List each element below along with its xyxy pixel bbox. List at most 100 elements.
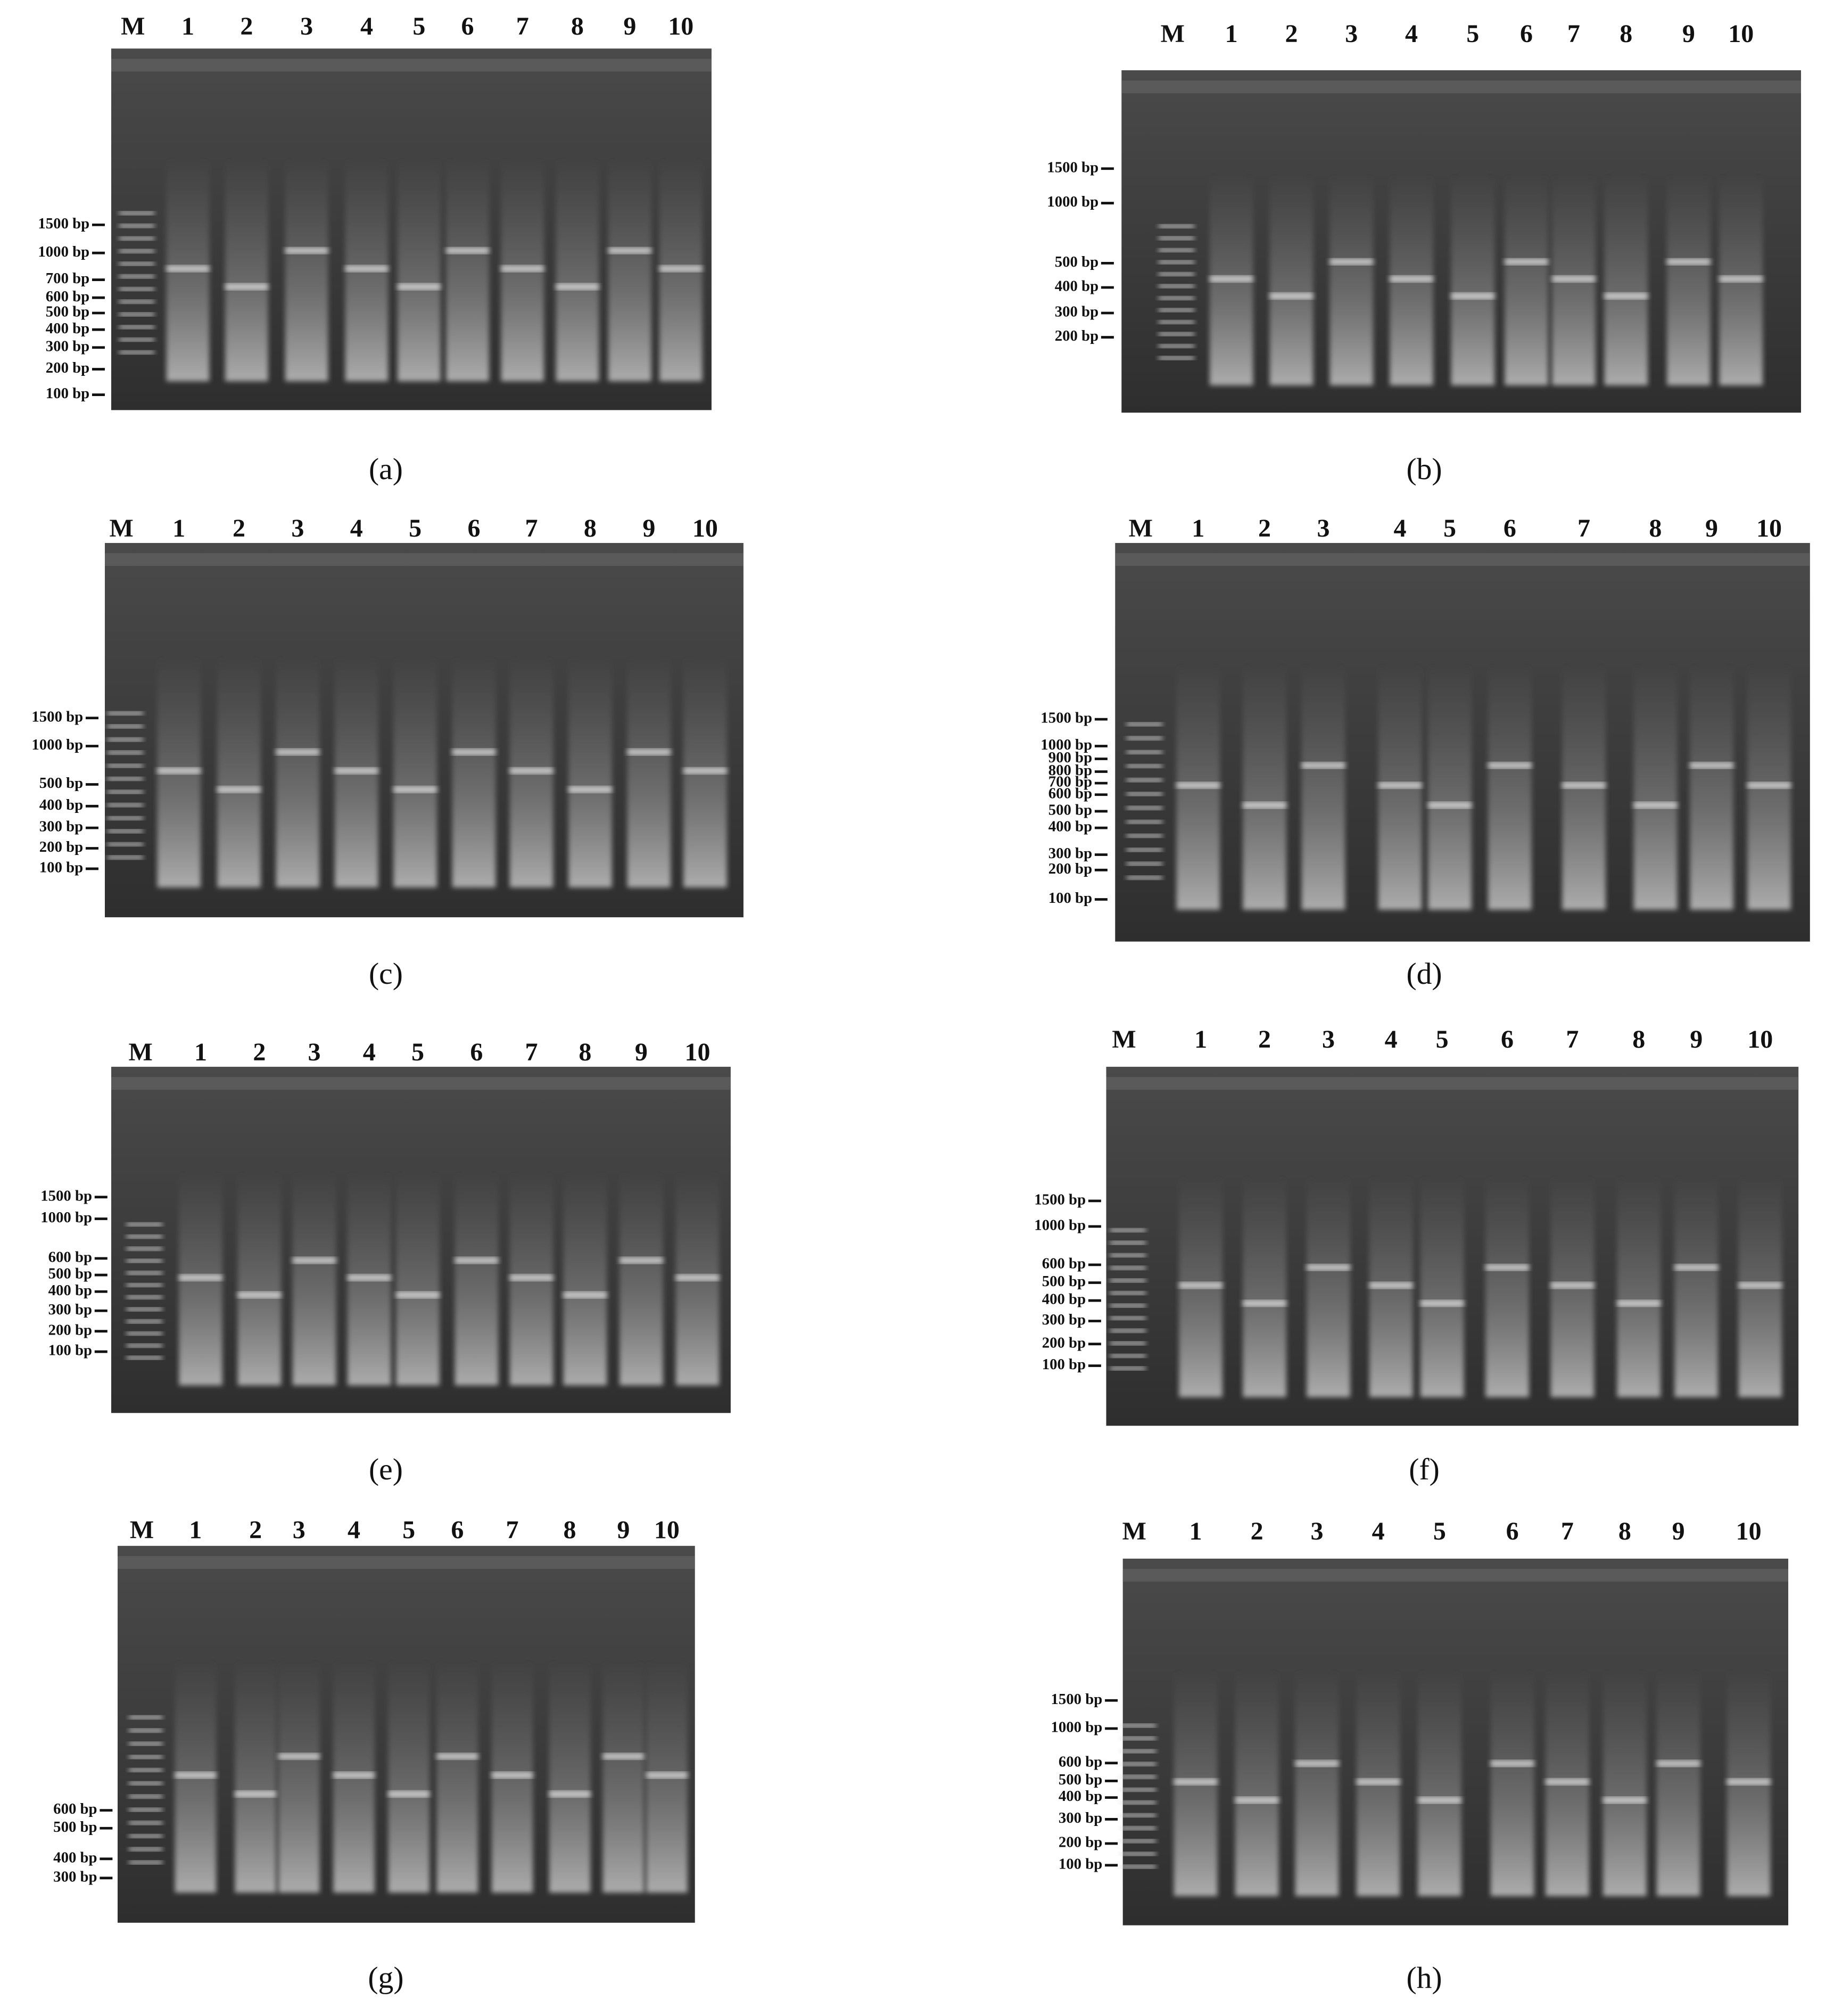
wells: [1122, 1569, 1789, 1582]
ladder-band: [1110, 1341, 1146, 1345]
lane-band: [292, 1257, 336, 1264]
lane-label: 10: [1728, 20, 1754, 48]
ladder-band: [1120, 1864, 1157, 1869]
gel-panel: M 1 2 3 4 5 6 7 8 9 10 1500 bp 1000 bp 500 bp 400 bp 30…: [31, 514, 744, 991]
ladder-band: [126, 1295, 162, 1299]
lane-smear: [1656, 1668, 1700, 1896]
lane-label: 4: [360, 12, 373, 40]
lane-smear: [237, 1171, 282, 1386]
lane-smear: [393, 655, 437, 887]
lane-label: 10: [1736, 1517, 1762, 1545]
lane-label: 1: [1194, 1025, 1207, 1054]
lane-label: 5: [1436, 1025, 1449, 1054]
lane-band: [602, 1753, 645, 1760]
ladder-band: [107, 790, 143, 794]
ladder-band: [1158, 356, 1195, 360]
marker-label: 600 bp: [48, 1248, 92, 1265]
lane-smear: [602, 1659, 645, 1893]
ladder-band: [1120, 1723, 1157, 1727]
marker-label: 200 bp: [1059, 1834, 1102, 1851]
lane-label: 6: [1504, 514, 1516, 542]
ladder-band: [107, 842, 143, 846]
ladder-band: [1126, 736, 1163, 740]
lane-band: [1269, 293, 1314, 300]
lane-label: 4: [363, 1038, 376, 1066]
lane-band: [1176, 782, 1220, 789]
wells: [104, 553, 744, 566]
ladder-band: [1158, 224, 1195, 228]
lane-label: 5: [1433, 1517, 1446, 1545]
lane-label: 6: [451, 1516, 464, 1544]
lane-label: 7: [1566, 1025, 1579, 1054]
lane-label: 6: [1506, 1517, 1519, 1545]
ladder-band: [1110, 1278, 1146, 1282]
lane-label: 9: [635, 1038, 648, 1066]
lane-band: [1550, 1282, 1595, 1289]
ladder-band: [126, 1258, 162, 1263]
marker-label: 200 bp: [1048, 860, 1092, 877]
lane-label: 2: [1258, 514, 1271, 542]
marker-label: 500 bp: [1055, 253, 1098, 270]
ladder-band: [107, 829, 143, 834]
ladder-band: [1158, 296, 1195, 300]
lane-label: 6: [1501, 1025, 1514, 1054]
ladder-band: [1110, 1253, 1146, 1257]
marker-label: 400 bp: [53, 1849, 97, 1866]
marker-label: 300 bp: [1059, 1809, 1102, 1826]
ladder-band: [1110, 1228, 1146, 1232]
marker-label: 1000 bp: [1051, 1719, 1103, 1736]
lane-band: [619, 1257, 663, 1264]
lane-band: [1243, 1300, 1286, 1307]
ladder-band: [107, 855, 143, 860]
ladder-band: [1126, 861, 1163, 866]
lane-label: 6: [461, 12, 474, 40]
lane-label: 3: [308, 1038, 321, 1066]
ladder-band: [107, 751, 143, 755]
marker-label: 1500 bp: [1051, 1691, 1103, 1708]
marker-label: 100 bp: [39, 859, 83, 876]
lane-band: [334, 767, 378, 774]
lane-band: [1667, 258, 1711, 265]
ladder-band: [1110, 1291, 1146, 1295]
ladder-band: [119, 312, 155, 317]
lane-band: [1390, 275, 1433, 282]
lane-band: [396, 1291, 440, 1298]
lane-label: 7: [1567, 20, 1580, 48]
ladder-band: [1158, 332, 1195, 336]
marker-label: 1000 bp: [38, 243, 89, 260]
marker-label: 1500 bp: [38, 215, 89, 232]
lane-smear: [1301, 662, 1345, 910]
panel-caption: (d): [1406, 957, 1442, 991]
lane-label: 4: [1393, 514, 1406, 542]
lane-smear: [1490, 1668, 1534, 1896]
lane-label: 5: [1466, 20, 1479, 48]
gel-panel: M 1 2 3 4 5 6 7 8 9 10 1500 bp 1000 bp 500 bp 400 bp 30…: [1047, 20, 1802, 486]
marker-label: 600 bp: [46, 288, 89, 305]
marker-label: 300 bp: [39, 818, 83, 835]
marker-label: 700 bp: [1048, 774, 1092, 791]
lane-band: [436, 1753, 478, 1760]
lane-label: 4: [348, 1516, 360, 1544]
lane-label: M: [1112, 1025, 1136, 1054]
marker-label: 200 bp: [39, 838, 83, 855]
lane-label: 7: [516, 12, 529, 40]
ladder-band: [107, 803, 143, 807]
marker-label: 400 bp: [46, 320, 89, 337]
marker-label: 1500 bp: [40, 1187, 92, 1204]
lane-label: 7: [506, 1516, 519, 1544]
lane-label: 2: [240, 12, 253, 40]
marker-label: 200 bp: [48, 1321, 92, 1338]
lane-band: [1420, 1300, 1464, 1307]
ladder-band: [107, 724, 143, 729]
lane-band: [1356, 1779, 1400, 1785]
marker-label: 400 bp: [1055, 278, 1098, 295]
lane-smear: [619, 1171, 663, 1386]
lane-band: [217, 786, 261, 793]
lane-smear: [1243, 662, 1286, 910]
ladder-band: [1120, 1736, 1157, 1741]
lane-label: 4: [1372, 1517, 1385, 1545]
ladder-band: [1126, 792, 1163, 796]
marker-label: 300 bp: [48, 1301, 92, 1318]
